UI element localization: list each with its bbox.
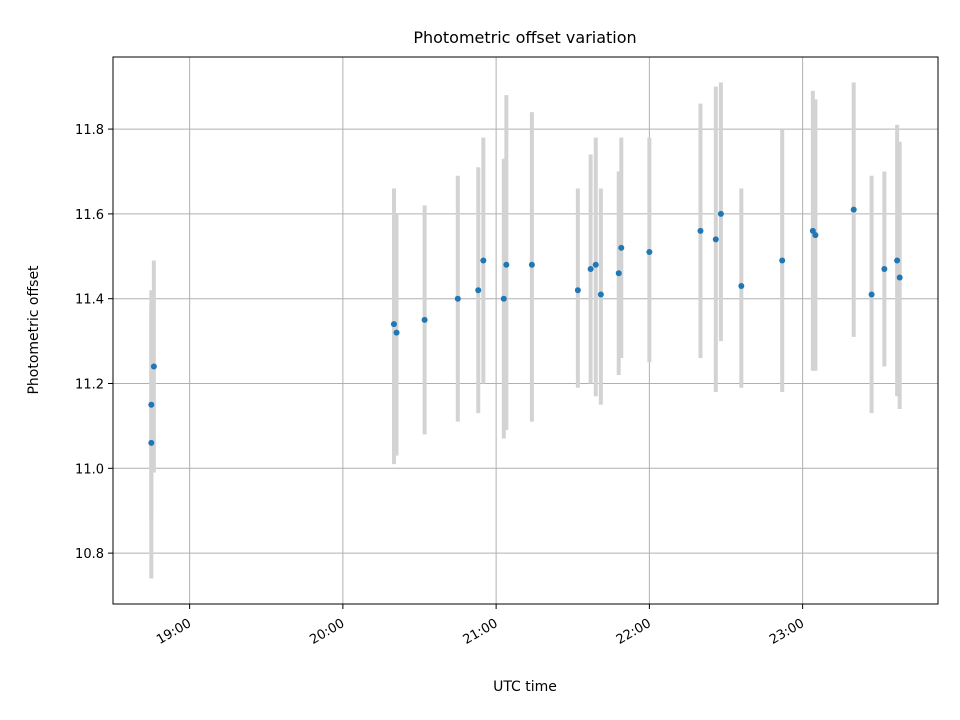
data-point (881, 266, 888, 273)
data-point (894, 257, 901, 264)
data-point (528, 261, 535, 268)
data-point (592, 261, 599, 268)
data-point (868, 291, 875, 298)
data-point (480, 257, 487, 264)
data-point (646, 249, 653, 256)
data-point (850, 206, 857, 213)
data-point (779, 257, 786, 264)
data-points (148, 206, 903, 446)
data-point (390, 321, 397, 328)
data-point (393, 329, 400, 336)
data-point (896, 274, 903, 281)
data-point (717, 210, 724, 217)
data-point (615, 270, 622, 277)
data-point (421, 316, 428, 323)
data-point (597, 291, 604, 298)
data-point (574, 287, 581, 294)
data-point (738, 282, 745, 289)
data-point (712, 236, 719, 243)
y-tick-label: 11.0 (75, 462, 104, 477)
x-axis-label: UTC time (493, 679, 557, 695)
data-point (812, 232, 819, 239)
plot-frame (112, 56, 939, 605)
data-point (618, 244, 625, 251)
data-point (454, 295, 461, 302)
chart-title: Photometric offset variation (413, 28, 636, 47)
y-tick-label: 10.8 (75, 547, 104, 562)
y-tick-label: 11.2 (75, 378, 104, 393)
grid (113, 57, 938, 604)
y-tick-label: 11.4 (75, 293, 104, 308)
y-tick-label: 11.6 (75, 208, 104, 223)
data-point (697, 227, 704, 234)
data-point (148, 439, 155, 446)
data-point (503, 261, 510, 268)
data-point (150, 363, 157, 370)
y-tick-label: 11.8 (75, 123, 104, 138)
data-point (500, 295, 507, 302)
data-point (587, 266, 594, 273)
y-axis-ticks: 10.8 11.0 11.2 11.4 11.6 11.8 (75, 123, 113, 562)
data-point (148, 401, 155, 408)
y-axis-label: Photometric offset (26, 265, 42, 395)
data-point (475, 287, 482, 294)
